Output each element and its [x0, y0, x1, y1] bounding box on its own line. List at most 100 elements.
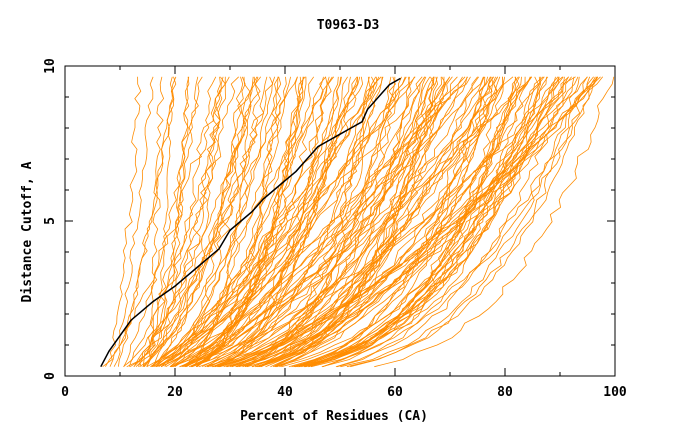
- model-curve: [169, 76, 407, 368]
- x-tick-label: 0: [61, 385, 69, 400]
- model-curve: [153, 76, 276, 367]
- model-curve: [160, 76, 451, 368]
- model-curve: [172, 76, 304, 368]
- model-curve: [301, 76, 496, 368]
- model-curve: [242, 76, 599, 368]
- model-curve: [310, 76, 598, 368]
- model-curve: [155, 76, 377, 367]
- model-curve: [231, 76, 423, 368]
- model-curve: [151, 76, 361, 367]
- model-curve: [153, 76, 190, 367]
- model-curve: [260, 76, 416, 368]
- model-curve: [298, 76, 591, 368]
- y-tick-label: 0: [43, 372, 58, 380]
- highlight-curve: [100, 77, 401, 368]
- x-tick-label: 40: [277, 385, 293, 400]
- model-curve: [146, 76, 175, 367]
- model-curve: [293, 76, 564, 368]
- model-curve: [146, 76, 190, 367]
- model-curve: [190, 76, 358, 368]
- model-curve: [173, 76, 484, 368]
- model-curve: [156, 76, 221, 367]
- model-curve: [251, 76, 434, 368]
- y-tick-label: 5: [43, 217, 58, 225]
- model-curve: [155, 76, 410, 368]
- model-curve: [217, 76, 544, 368]
- model-curve: [235, 76, 396, 368]
- model-curve: [196, 76, 306, 367]
- model-curve: [109, 76, 177, 367]
- model-curve: [346, 76, 596, 368]
- model-curve: [254, 76, 526, 368]
- x-axis-label: Percent of Residues (CA): [240, 409, 428, 424]
- model-curve: [188, 76, 425, 368]
- model-curve: [179, 76, 576, 368]
- model-curve: [340, 76, 580, 368]
- model-curve: [150, 76, 382, 368]
- model-curve: [129, 76, 226, 368]
- model-curve: [144, 76, 333, 367]
- model-curve: [143, 76, 268, 367]
- model-curve: [118, 76, 177, 367]
- y-tick-label: 10: [43, 58, 58, 74]
- model-curve: [321, 76, 532, 368]
- model-curve: [296, 76, 569, 368]
- model-curve: [295, 76, 489, 368]
- series-layer: [102, 76, 615, 368]
- model-curve: [133, 76, 298, 367]
- model-curve: [295, 76, 486, 368]
- model-curve: [245, 76, 579, 368]
- model-curve: [265, 76, 451, 368]
- model-curve: [251, 76, 506, 368]
- model-curve: [155, 76, 324, 368]
- model-curve: [226, 76, 601, 368]
- model-curve: [206, 76, 458, 368]
- model-curve: [150, 76, 380, 368]
- model-curve: [142, 76, 226, 367]
- y-axis-label: Distance Cutoff, A: [20, 161, 35, 302]
- model-curve: [275, 76, 575, 368]
- model-curve: [215, 76, 504, 368]
- model-curve: [186, 76, 514, 368]
- model-curve: [218, 76, 348, 368]
- model-curve: [158, 76, 469, 368]
- model-curve: [142, 76, 165, 367]
- x-tick-label: 80: [497, 385, 513, 400]
- model-curve: [195, 76, 282, 367]
- model-curve: [197, 76, 280, 367]
- model-curve: [160, 76, 471, 368]
- model-curve: [236, 76, 478, 368]
- model-curve: [126, 76, 274, 368]
- x-tick-label: 100: [603, 385, 627, 400]
- model-curve: [123, 76, 203, 367]
- model-curve: [155, 76, 466, 368]
- model-curve: [335, 76, 542, 368]
- model-curve: [204, 76, 599, 368]
- highlight-layer: [100, 77, 401, 368]
- model-curve: [182, 76, 533, 368]
- model-curve: [246, 76, 494, 368]
- model-curve: [123, 76, 230, 368]
- model-curve: [211, 76, 491, 368]
- model-curve: [113, 76, 154, 367]
- chart-title: T0963-D3: [317, 18, 380, 33]
- x-tick-label: 20: [167, 385, 183, 400]
- model-curve: [225, 76, 588, 368]
- model-curve: [146, 76, 415, 368]
- model-curve: [303, 76, 563, 368]
- model-curve: [212, 76, 463, 368]
- model-curve: [191, 76, 359, 368]
- model-curve: [231, 76, 594, 368]
- tick-layer: 0 20 40 60 80 100 0 5 10: [43, 58, 627, 400]
- x-tick-label: 60: [387, 385, 403, 400]
- model-curve: [102, 76, 142, 368]
- model-curve: [171, 76, 532, 368]
- model-curve: [295, 76, 556, 368]
- model-curve: [137, 76, 261, 367]
- model-curve: [191, 76, 435, 368]
- model-curve: [152, 76, 406, 368]
- model-curve: [174, 76, 291, 368]
- model-curve: [374, 76, 615, 368]
- model-curve: [170, 76, 358, 368]
